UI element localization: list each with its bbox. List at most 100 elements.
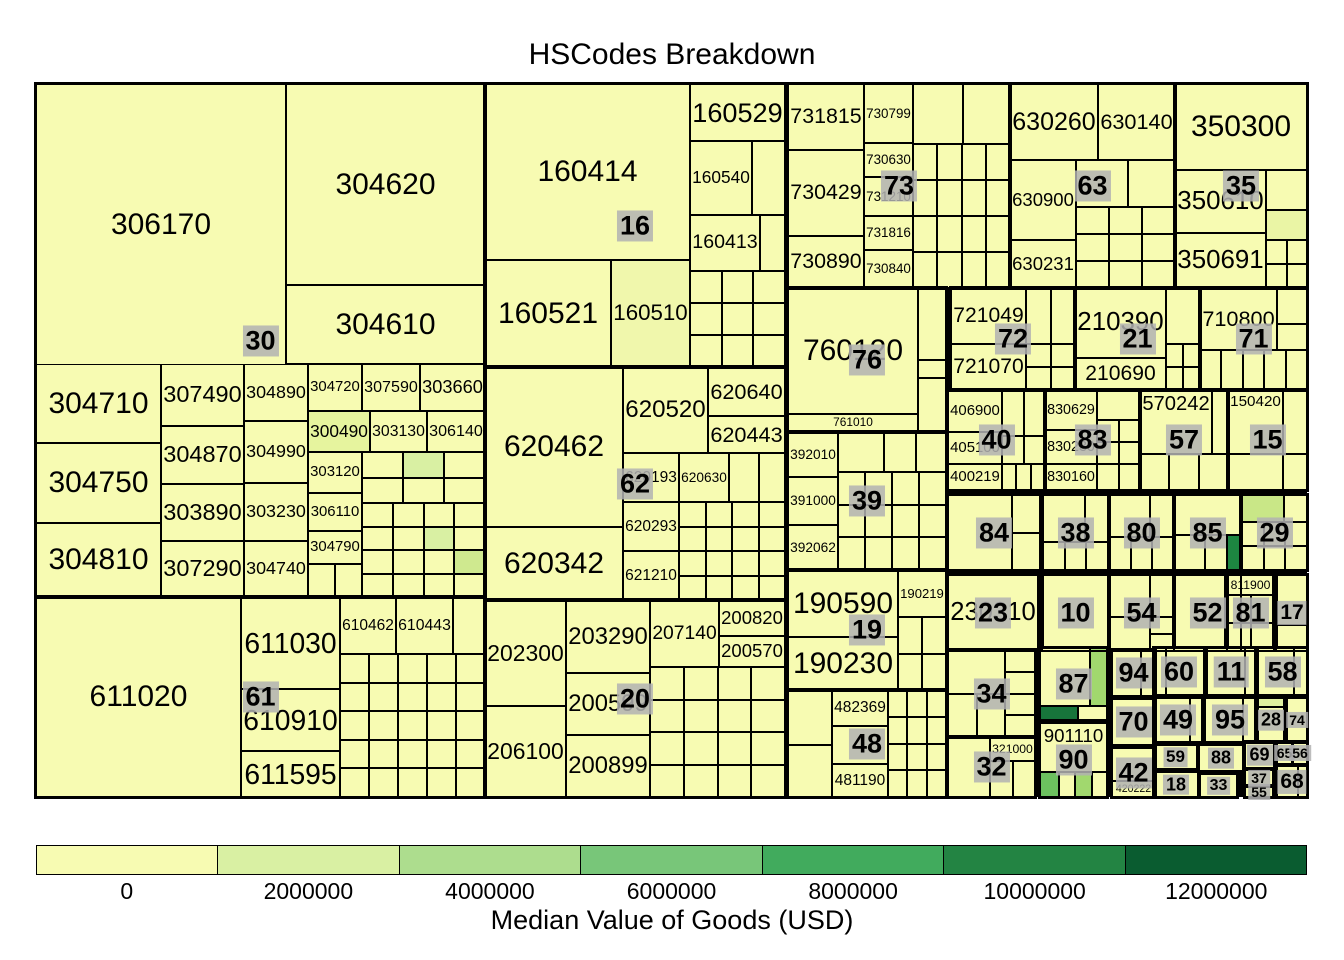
treemap-cell-label: 307290 [163, 555, 242, 582]
treemap-cell-label: 304720 [310, 379, 360, 396]
treemap-cell [1023, 436, 1045, 464]
treemap-cell [985, 144, 1010, 180]
treemap-cell-610462: 610462 [340, 597, 396, 654]
treemap-cell [340, 739, 369, 769]
treemap-cell-label: 304890 [246, 381, 306, 402]
treemap-cell-730799: 730799 [864, 84, 913, 143]
treemap-cell-202300: 202300 [485, 600, 566, 706]
treemap-cell-label: 304710 [48, 386, 149, 420]
treemap-cell [1227, 535, 1240, 570]
treemap-cell-label: 620293 [625, 517, 677, 535]
group-badge-19: 19 [848, 614, 886, 646]
treemap-cell [732, 575, 759, 600]
group-badge-15: 15 [1249, 424, 1286, 456]
treemap-cell-label: 730799 [866, 105, 911, 121]
treemap-cell-160529: 160529 [690, 84, 785, 141]
treemap-cell-label: 160413 [692, 231, 758, 254]
group-badge-68: 68 [1277, 769, 1307, 794]
colorbar-segment-3 [581, 846, 763, 874]
treemap-cell [1221, 350, 1243, 390]
treemap-cell-611020: 611020 [36, 597, 241, 797]
group-badge-59: 59 [1163, 747, 1188, 767]
treemap-cell-label: 303660 [422, 377, 483, 398]
treemap-cell-label: 620342 [503, 546, 605, 580]
treemap-cell-392062: 392062 [788, 525, 838, 570]
treemap-cell-label: 190590 [792, 586, 894, 620]
treemap-cell [916, 432, 946, 472]
treemap-cell [888, 770, 908, 797]
treemap-cell-label: 190230 [792, 646, 894, 680]
group-badge-42: 42 [1115, 756, 1152, 789]
treemap-cell-306110: 306110 [308, 493, 362, 531]
treemap-cell-label: 160540 [692, 167, 750, 188]
group-badge-73: 73 [880, 170, 918, 202]
treemap-cell [456, 768, 485, 797]
treemap-cell [913, 216, 938, 252]
treemap-cell-630231: 630231 [1010, 240, 1076, 288]
treemap-cell [1212, 390, 1228, 454]
treemap-cell-label: 611020 [89, 680, 188, 713]
group-badge-85: 85 [1189, 516, 1226, 549]
treemap-cell-label: 761010 [833, 415, 873, 430]
treemap-cell-630900: 630900 [1010, 160, 1076, 240]
treemap-cell-304890: 304890 [244, 364, 308, 421]
treemap-cell [340, 711, 369, 740]
treemap-cell-label: 160414 [537, 155, 638, 188]
treemap-cell-label: 610462 [342, 616, 394, 634]
treemap-cell [907, 716, 927, 744]
treemap-cell [1242, 546, 1264, 570]
treemap-cell [683, 732, 718, 765]
colorbar-segment-0 [37, 846, 219, 874]
treemap-cell [308, 564, 335, 597]
treemap-cell [865, 537, 892, 570]
treemap-cell [892, 472, 919, 505]
treemap-cell-190219: 190219 [898, 570, 946, 617]
treemap-cell [1166, 344, 1183, 367]
treemap-cell [751, 699, 785, 732]
treemap-cell [1142, 234, 1175, 261]
group-badge-71: 71 [1235, 323, 1272, 355]
treemap-cell [985, 180, 1010, 216]
treemap-cell-200899: 200899 [566, 735, 650, 797]
treemap-cell-611595: 611595 [241, 751, 340, 797]
group-badge-72: 72 [994, 323, 1032, 355]
treemap-cell-label: 730890 [790, 249, 862, 274]
treemap-cell [650, 667, 684, 700]
treemap-cell [898, 617, 922, 654]
treemap-cell [926, 716, 946, 744]
treemap-cell-label: 420222 [1115, 782, 1152, 795]
treemap-cell [1266, 240, 1287, 264]
treemap-cell-620342: 620342 [485, 527, 623, 600]
treemap-cell [1051, 288, 1075, 344]
treemap-cell-label: 400219 [950, 468, 1000, 485]
treemap-cell-label: 901110 [1043, 725, 1104, 746]
treemap-cell-731816: 731816 [864, 216, 913, 250]
treemap-cell [907, 690, 927, 717]
treemap-cell-label: 730840 [866, 261, 911, 277]
group-badge-58: 58 [1264, 655, 1301, 688]
treemap-cell [398, 768, 427, 797]
treemap-cell-label: 303230 [246, 501, 306, 522]
treemap-cell-306140: 306140 [427, 411, 485, 452]
treemap-cell [1040, 772, 1059, 797]
treemap-cell [838, 432, 884, 472]
treemap-cell [427, 682, 456, 712]
group-badge-63: 63 [1074, 170, 1111, 202]
treemap-cell [369, 768, 398, 797]
treemap-cell-label: 482369 [834, 699, 886, 717]
treemap-cell-304620: 304620 [286, 84, 485, 285]
treemap-cell-label: 830629 [1047, 401, 1095, 418]
treemap-cell-label: 481190 [834, 771, 886, 789]
treemap-cell [369, 654, 398, 683]
treemap-cell [918, 378, 946, 432]
treemap-cell [1263, 546, 1286, 570]
treemap-cell [1169, 454, 1199, 490]
group-badge-35: 35 [1222, 170, 1260, 202]
treemap-cell-400219: 400219 [948, 464, 1002, 490]
treemap-cell-761010: 761010 [788, 414, 918, 432]
treemap-cell [922, 617, 946, 654]
colorbar-segment-5 [944, 846, 1126, 874]
colorbar-tick: 12000000 [1165, 878, 1268, 904]
treemap-cell-label: 304810 [48, 543, 149, 576]
treemap-cell [919, 504, 946, 538]
